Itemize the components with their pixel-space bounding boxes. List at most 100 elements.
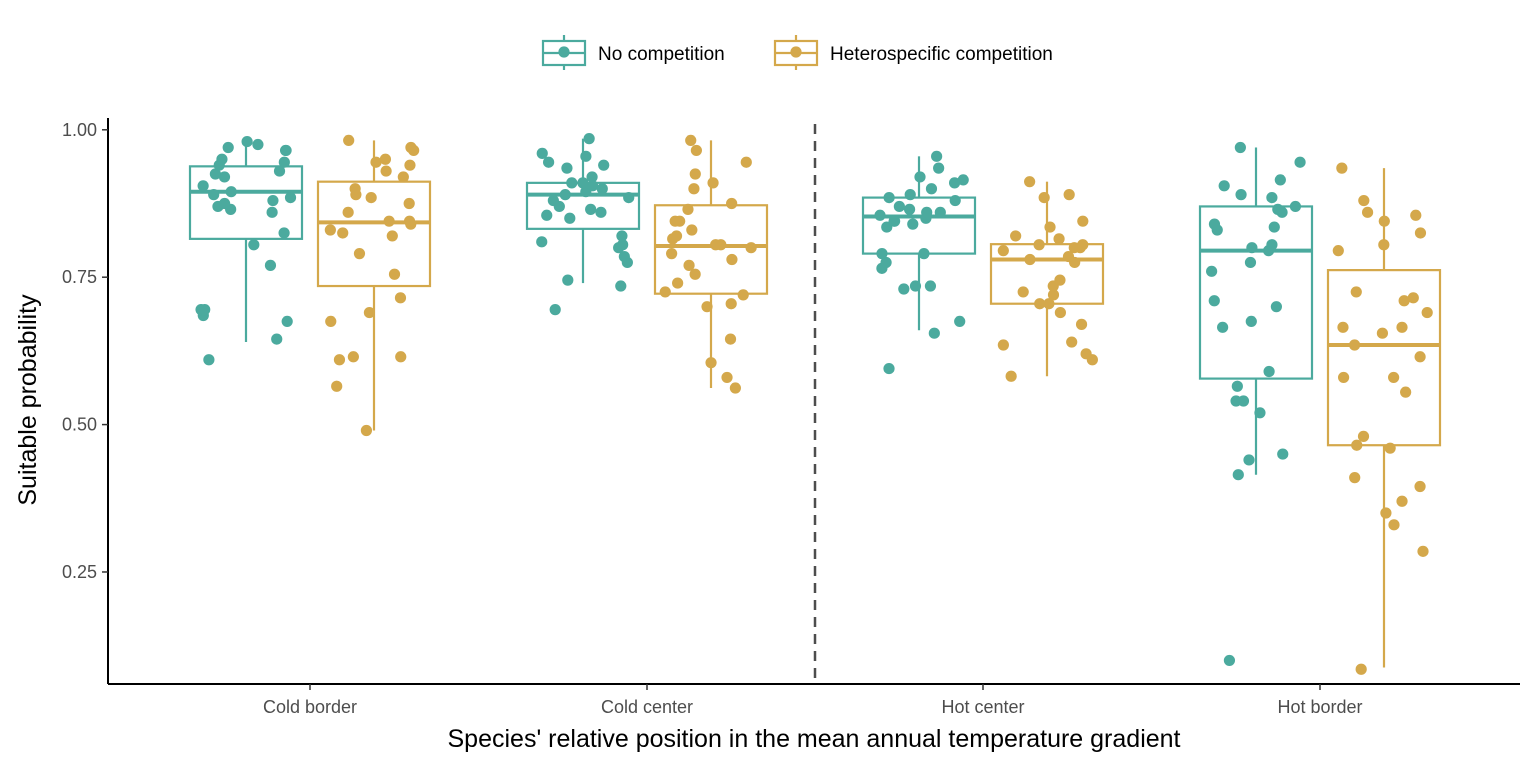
data-point — [1263, 365, 1275, 378]
data-point — [1337, 371, 1350, 384]
data-point — [898, 283, 910, 295]
data-point — [948, 177, 961, 189]
data-point — [682, 203, 694, 215]
data-point — [997, 245, 1009, 257]
data-point — [874, 209, 886, 221]
data-point — [1218, 180, 1230, 192]
data-point — [199, 304, 211, 316]
data-point — [925, 183, 938, 195]
legend-label: No competition — [598, 44, 725, 65]
data-point — [689, 268, 701, 280]
box-body — [861, 196, 977, 255]
data-point — [566, 177, 578, 189]
data-point — [1206, 265, 1218, 277]
data-point — [1414, 351, 1426, 363]
data-point — [707, 177, 719, 189]
data-point — [710, 239, 722, 251]
data-point — [353, 248, 366, 260]
data-point — [394, 292, 407, 304]
data-point — [403, 215, 416, 227]
data-point — [876, 248, 888, 260]
data-point — [1010, 230, 1022, 242]
data-point — [586, 171, 598, 183]
data-point — [403, 197, 415, 210]
data-point — [209, 168, 222, 180]
data-point — [273, 165, 286, 177]
data-point — [1357, 430, 1370, 442]
data-point — [729, 382, 741, 394]
data-point — [222, 141, 234, 154]
data-point — [284, 191, 297, 204]
data-point — [1234, 141, 1246, 154]
data-point — [1289, 200, 1302, 213]
data-point — [363, 306, 376, 319]
x-tick-label: Cold center — [601, 697, 693, 717]
box-body — [1326, 269, 1442, 447]
data-point — [1398, 295, 1410, 307]
data-point — [324, 224, 336, 236]
data-point — [1272, 203, 1284, 215]
data-point — [1005, 370, 1017, 382]
data-point — [264, 259, 277, 271]
data-point — [1348, 339, 1361, 351]
data-point — [541, 209, 553, 221]
legend-item-0: No competition — [541, 35, 725, 70]
data-point — [1237, 395, 1250, 407]
data-point — [1246, 242, 1258, 254]
data-point — [404, 159, 416, 171]
data-point — [1244, 256, 1257, 269]
data-point — [379, 153, 392, 165]
data-point — [1017, 286, 1029, 298]
data-point — [1254, 407, 1266, 419]
y-tick-label: 0.75 — [62, 267, 97, 287]
data-point — [360, 424, 373, 437]
data-point — [561, 162, 573, 174]
legend-key-point — [558, 46, 570, 58]
legend: No competition Heterospecific competition — [541, 35, 1053, 70]
data-point — [615, 280, 627, 292]
data-point — [278, 227, 290, 239]
data-point — [536, 147, 548, 159]
data-point — [1208, 218, 1221, 230]
data-point — [1043, 298, 1055, 310]
data-point — [1053, 233, 1065, 245]
data-point — [1066, 336, 1078, 348]
data-point — [331, 380, 343, 392]
data-point — [613, 242, 625, 254]
data-point — [225, 186, 237, 198]
data-point — [1294, 156, 1306, 168]
data-point — [1235, 189, 1247, 201]
data-point — [726, 197, 738, 210]
data-point — [583, 133, 595, 145]
legend-key-point — [790, 46, 802, 58]
data-point — [562, 274, 574, 286]
data-point — [343, 134, 355, 147]
data-point — [1277, 448, 1289, 460]
data-point — [547, 194, 559, 207]
data-point — [1417, 545, 1429, 557]
data-point — [1376, 327, 1389, 339]
data-point — [1075, 318, 1088, 330]
data-point — [659, 286, 671, 298]
data-point — [672, 277, 684, 289]
data-point — [370, 156, 382, 168]
data-point — [924, 280, 937, 292]
data-point — [1243, 454, 1255, 466]
data-point — [1054, 274, 1066, 286]
data-point — [1063, 189, 1075, 201]
data-point — [1351, 439, 1363, 451]
data-point — [931, 150, 943, 162]
data-point — [203, 354, 215, 366]
data-point — [386, 230, 398, 242]
data-point — [543, 156, 555, 168]
data-point — [1396, 321, 1408, 333]
data-point — [347, 351, 359, 363]
data-point — [559, 189, 571, 201]
data-point — [1062, 250, 1075, 263]
data-point — [1044, 221, 1056, 233]
axes: 0.25 0.50 0.75 1.00 Cold border Cold center Ho… — [62, 118, 1520, 717]
data-point — [1038, 191, 1050, 204]
data-point — [596, 183, 608, 195]
data-point — [208, 189, 220, 201]
data-point — [740, 156, 752, 168]
